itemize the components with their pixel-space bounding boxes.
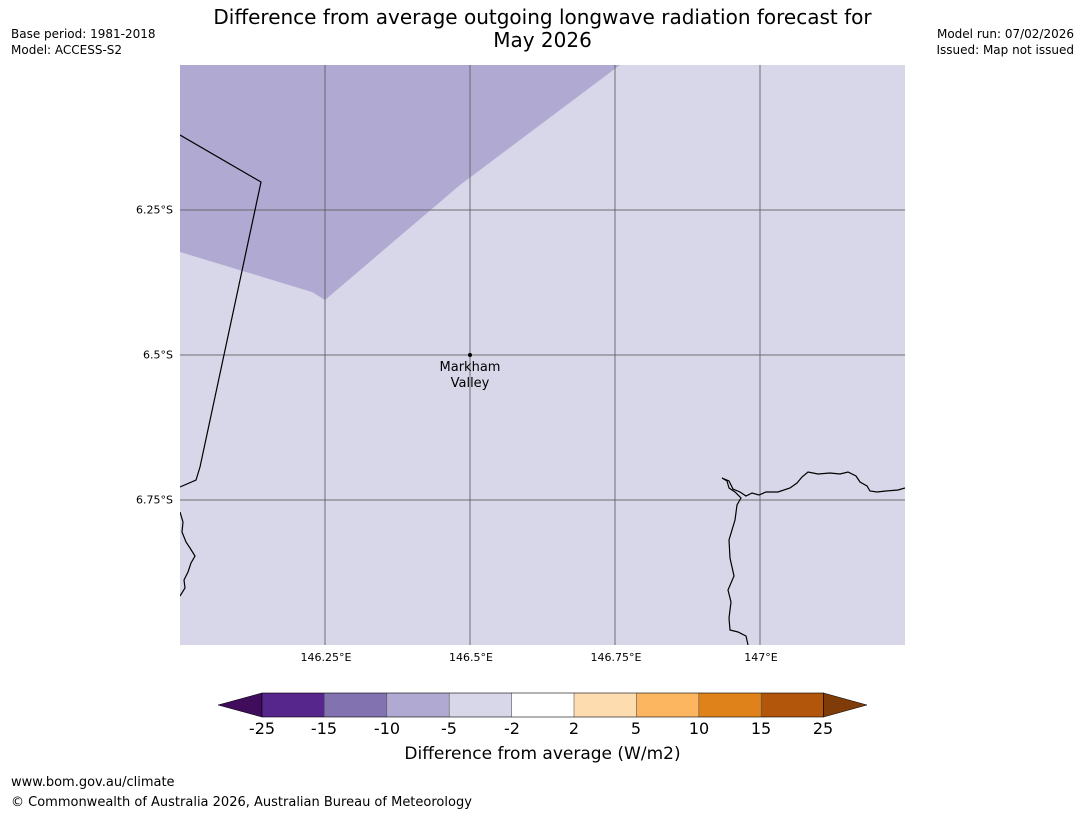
right-metadata: Model run: 07/02/2026 Issued: Map not is…: [936, 26, 1074, 58]
colorbar-bin: [636, 693, 699, 717]
colorbar-tick-label: -15: [310, 719, 338, 738]
colorbar: [217, 692, 868, 718]
lon-tick-label: 146.25°E: [300, 651, 352, 664]
colorbar-tick-label: -25: [248, 719, 276, 738]
footer-url: www.bom.gov.au/climate: [11, 775, 175, 790]
place-label-line-1: Markham: [439, 360, 501, 375]
lon-tick-label: 146.75°E: [590, 651, 642, 664]
lon-tick-label: 146.5°E: [449, 651, 493, 664]
base-period-text: Base period: 1981-2018: [11, 27, 156, 41]
place-label-line-2: Valley: [450, 376, 490, 391]
coastline-east: [721, 471, 905, 645]
colorbar-bin: [511, 693, 574, 717]
model-text: Model: ACCESS-S2: [11, 43, 123, 57]
map-title: Difference from average outgoing longwav…: [0, 6, 1085, 52]
map-region-minus10-to-minus5: [180, 65, 620, 300]
issued-text: Issued: Map not issued: [936, 43, 1074, 57]
lat-tick-label: 6.75°S: [136, 493, 173, 507]
colorbar-tick-label: -2: [504, 719, 520, 738]
colorbar-extend-max: [823, 692, 868, 718]
lon-tick-label: 147°E: [744, 651, 778, 664]
footer-copyright: © Commonwealth of Australia 2026, Austra…: [11, 795, 472, 810]
colorbar-tick-label: 10: [688, 719, 710, 738]
colorbar-tick-label: -5: [441, 719, 457, 738]
colorbar-bin: [698, 693, 762, 717]
boundaries: [180, 134, 905, 645]
lat-tick-label: 6.5°S: [143, 348, 173, 362]
colorbar-tick-label: 5: [630, 719, 642, 738]
colorbar-tick-label: 2: [568, 719, 580, 738]
colorbar-bin: [761, 693, 824, 717]
colorbar-dividers: [324, 693, 762, 717]
coastline-west: [180, 511, 196, 597]
border-line-west: [180, 134, 262, 488]
location-marker: [468, 353, 472, 357]
title-line-1: Difference from average outgoing longwav…: [213, 5, 872, 29]
forecast-map: [180, 65, 905, 645]
colorbar-tick-label: 15: [750, 719, 772, 738]
title-line-2: May 2026: [493, 28, 592, 52]
colorbar-bin: [449, 693, 512, 717]
colorbar-bin: [386, 693, 450, 717]
left-metadata: Base period: 1981-2018 Model: ACCESS-S2: [11, 26, 156, 58]
colorbar-bin: [262, 693, 325, 717]
place-label: Markham Valley: [440, 360, 501, 392]
colorbar-bin: [574, 693, 637, 717]
colorbar-tick-label: 25: [812, 719, 834, 738]
colorbar-title: Difference from average (W/m2): [404, 744, 681, 764]
colorbar-tick-label: -10: [373, 719, 401, 738]
colorbar-bin: [324, 693, 387, 717]
colorbar-extend-min: [217, 692, 263, 718]
lat-tick-label: 6.25°S: [136, 203, 173, 217]
colorbar-outline: [261, 692, 824, 718]
model-run-text: Model run: 07/02/2026: [936, 27, 1074, 41]
graticule: [180, 65, 905, 645]
